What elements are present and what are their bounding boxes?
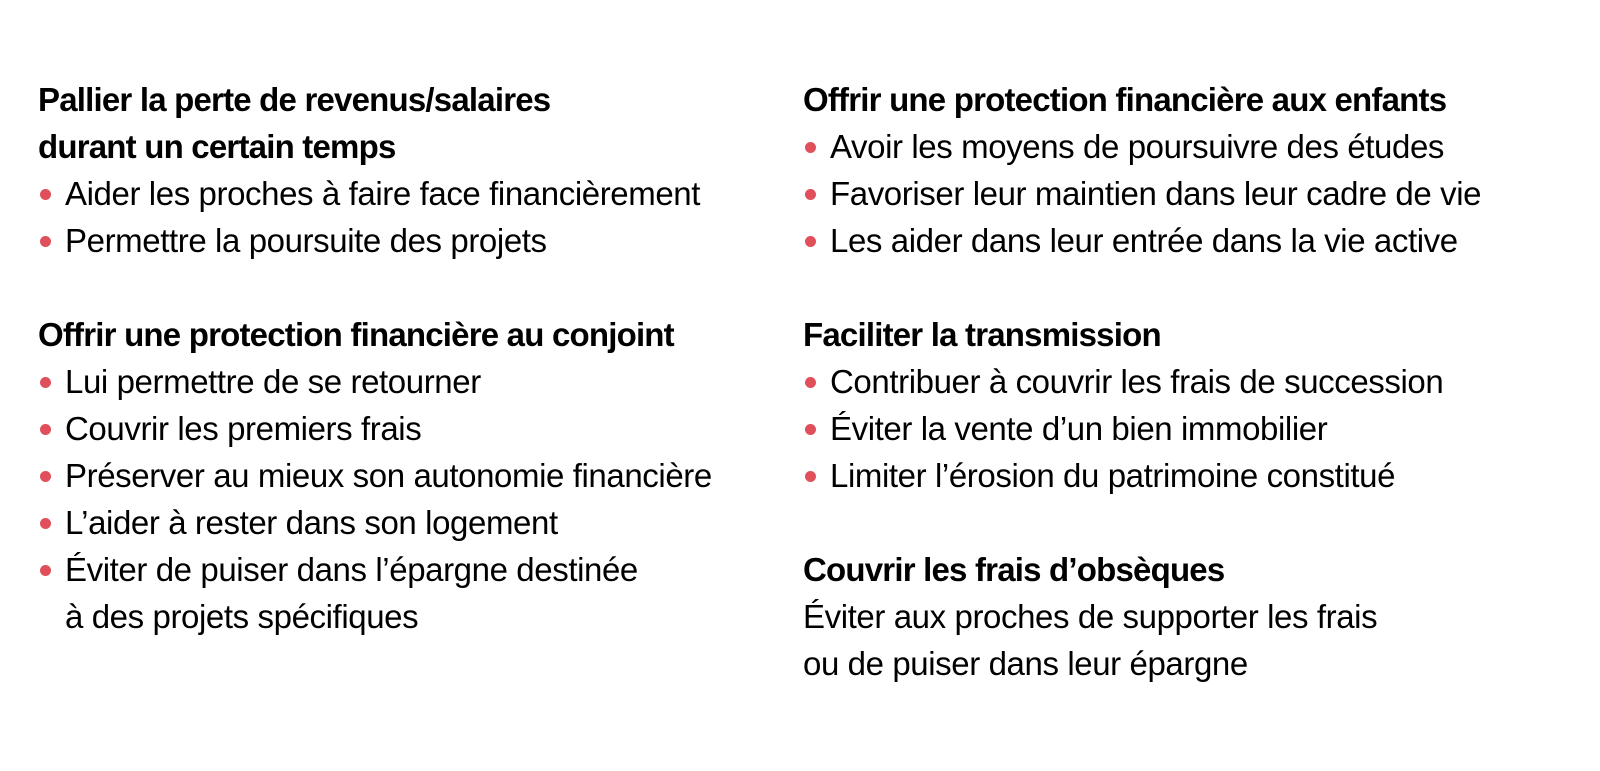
bullet-dot-icon (40, 377, 51, 388)
bullet-text: Permettre la poursuite des projets (65, 222, 547, 259)
bullet-text: Les aider dans leur entrée dans la vie a… (830, 222, 1458, 259)
bullet-item: Limiter l’érosion du patrimoine constitu… (803, 452, 1548, 499)
bullet-text: Éviter la vente d’un bien immobilier (830, 410, 1328, 447)
bullet-dot-icon (805, 142, 816, 153)
bullet-list: Aider les proches à faire face financièr… (38, 170, 773, 264)
bullet-text: Limiter l’érosion du patrimoine constitu… (830, 457, 1396, 494)
bullet-text: Avoir les moyens de poursuivre des étude… (830, 128, 1445, 165)
bullet-text: Préserver au mieux son autonomie financi… (65, 457, 712, 494)
benefits-page: Pallier la perte de revenus/salaires dura… (38, 76, 1548, 734)
bullet-item: Lui permettre de se retourner (38, 358, 773, 405)
section-text: Éviter aux proches de supporter les frai… (803, 598, 1378, 682)
bullet-text: Éviter de puiser dans l’épargne destinée… (65, 551, 638, 635)
bullet-item: Contribuer à couvrir les frais de succes… (803, 358, 1548, 405)
bullet-dot-icon (805, 377, 816, 388)
bullet-item: Aider les proches à faire face financièr… (38, 170, 773, 217)
benefit-section: Offrir une protection financière aux enf… (803, 76, 1548, 264)
section-heading: Couvrir les frais d’obsèques (803, 551, 1225, 588)
section-heading: Faciliter la transmission (803, 316, 1162, 353)
bullet-item: Avoir les moyens de poursuivre des étude… (803, 123, 1548, 170)
benefit-section: Offrir une protection financière au conj… (38, 311, 773, 640)
bullet-dot-icon (805, 424, 816, 435)
bullet-item: Éviter la vente d’un bien immobilier (803, 405, 1548, 452)
bullet-dot-icon (40, 189, 51, 200)
bullet-text: Contribuer à couvrir les frais de succes… (830, 363, 1444, 400)
bullet-text: Aider les proches à faire face financièr… (65, 175, 701, 212)
section-heading: Offrir une protection financière aux enf… (803, 81, 1447, 118)
bullet-dot-icon (805, 236, 816, 247)
bullet-item: Éviter de puiser dans l’épargne destinée… (38, 546, 773, 640)
section-heading: Offrir une protection financière au conj… (38, 316, 675, 353)
bullet-dot-icon (40, 424, 51, 435)
bullet-list: Contribuer à couvrir les frais de succes… (803, 358, 1548, 499)
bullet-item: Favoriser leur maintien dans leur cadre … (803, 170, 1548, 217)
bullet-text: Lui permettre de se retourner (65, 363, 481, 400)
benefit-section: Couvrir les frais d’obsèques Éviter aux p… (803, 546, 1548, 687)
bullet-dot-icon (40, 518, 51, 529)
bullet-item: Préserver au mieux son autonomie financi… (38, 452, 773, 499)
benefit-section: Pallier la perte de revenus/salaires dura… (38, 76, 773, 264)
bullet-dot-icon (805, 189, 816, 200)
bullet-item: Couvrir les premiers frais (38, 405, 773, 452)
bullet-list: Avoir les moyens de poursuivre des étude… (803, 123, 1548, 264)
bullet-item: Permettre la poursuite des projets (38, 217, 773, 264)
bullet-dot-icon (805, 471, 816, 482)
bullet-text: Favoriser leur maintien dans leur cadre … (830, 175, 1482, 212)
section-heading: Pallier la perte de revenus/salaires dura… (38, 81, 551, 165)
bullet-item: Les aider dans leur entrée dans la vie a… (803, 217, 1548, 264)
bullet-dot-icon (40, 565, 51, 576)
benefit-section: Faciliter la transmission Contribuer à co… (803, 311, 1548, 499)
bullet-list: Lui permettre de se retourner Couvrir les… (38, 358, 773, 640)
column-2: Offrir une protection financière aux enf… (803, 76, 1548, 734)
bullet-dot-icon (40, 471, 51, 482)
bullet-text: L’aider à rester dans son logement (65, 504, 558, 541)
column-1: Pallier la perte de revenus/salaires dura… (38, 76, 773, 734)
bullet-dot-icon (40, 236, 51, 247)
bullet-item: L’aider à rester dans son logement (38, 499, 773, 546)
bullet-text: Couvrir les premiers frais (65, 410, 422, 447)
